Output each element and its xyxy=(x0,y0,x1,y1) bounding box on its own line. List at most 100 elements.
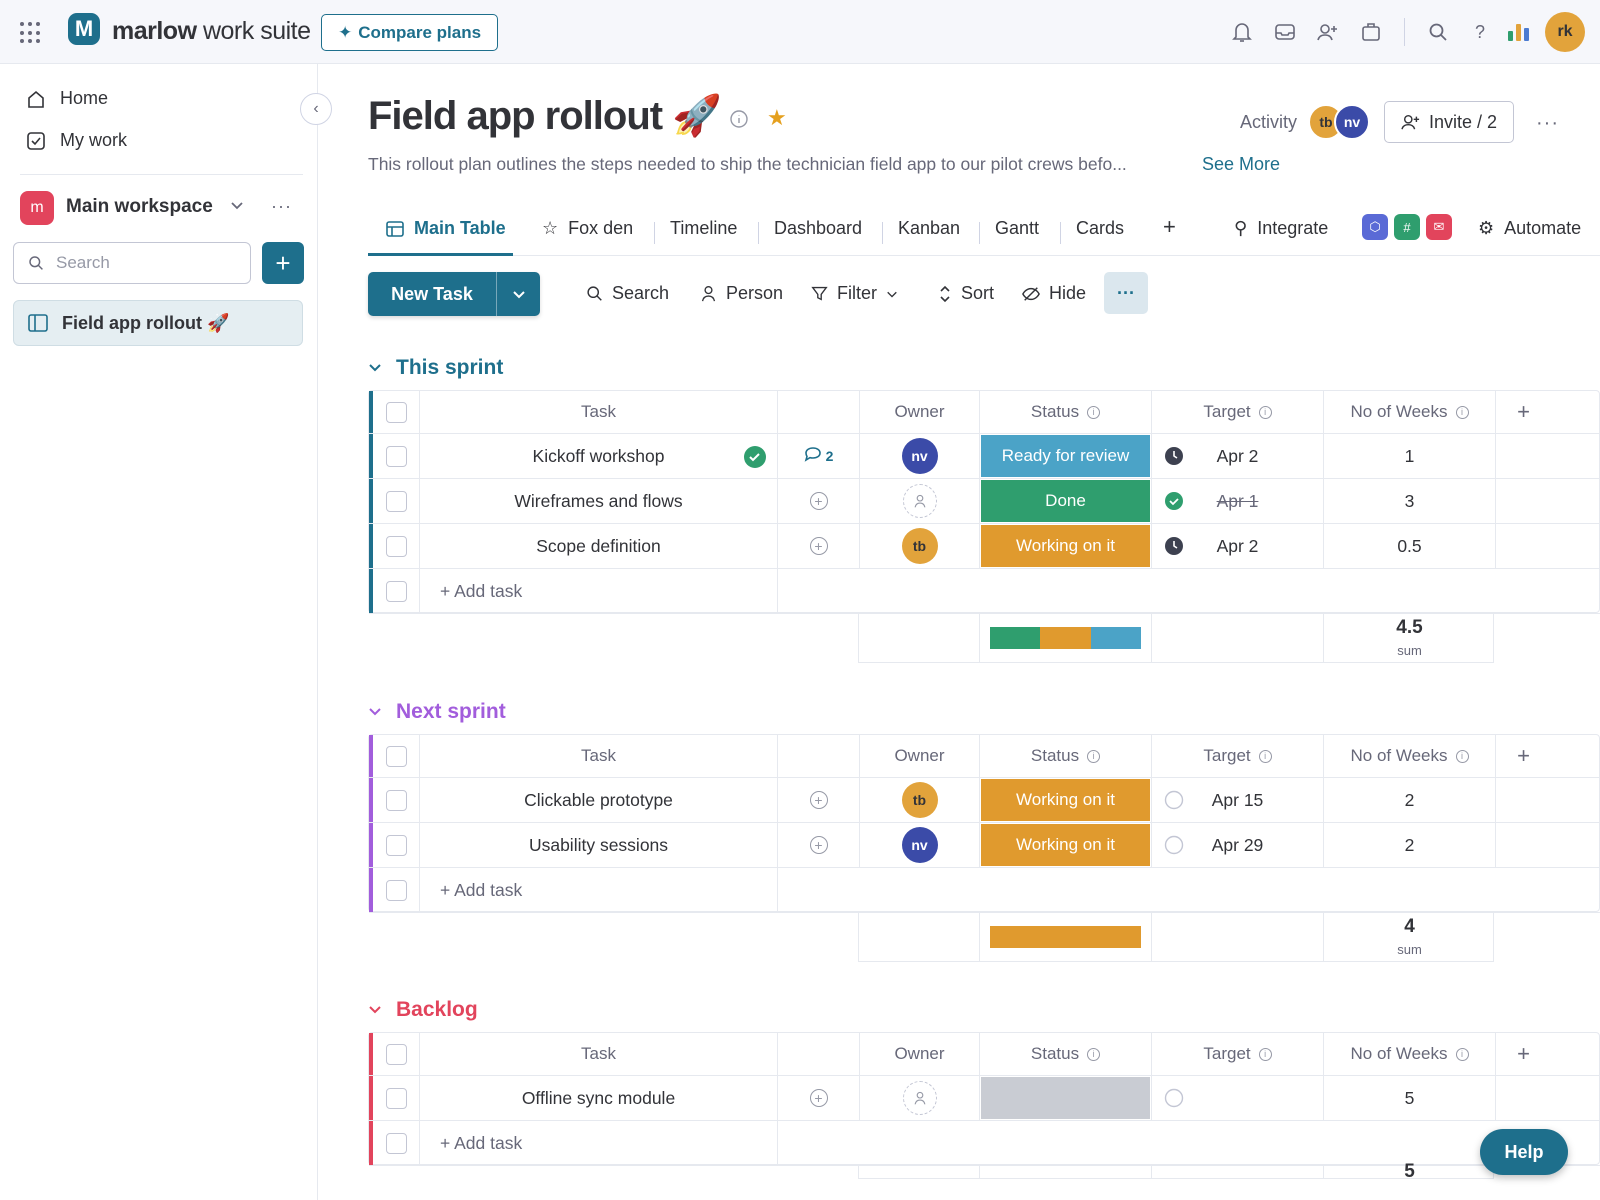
add-update-icon[interactable]: + xyxy=(809,836,828,854)
workspace-badge[interactable]: m xyxy=(20,191,54,225)
status-cell[interactable]: Working on it xyxy=(979,524,1151,568)
inbox-icon[interactable] xyxy=(1273,20,1297,44)
apps-icon[interactable] xyxy=(1359,20,1383,44)
tab-timeline[interactable]: Timeline xyxy=(670,218,738,238)
workspace-more-icon[interactable]: ··· xyxy=(271,196,292,216)
tab-main-table[interactable]: Main Table xyxy=(386,218,506,239)
row-checkbox-cell[interactable] xyxy=(373,524,419,568)
automate-button[interactable]: ⚙ Automate xyxy=(1478,218,1582,238)
target-cell[interactable] xyxy=(1151,1076,1323,1120)
avatar[interactable]: tb xyxy=(901,782,938,818)
chevron-down-icon[interactable] xyxy=(230,198,244,217)
tab-kanban[interactable]: Kanban xyxy=(898,218,961,238)
group-name[interactable]: Backlog xyxy=(396,998,478,1021)
sort-button[interactable]: Sort xyxy=(938,283,994,304)
column-header-target[interactable]: Target i xyxy=(1151,735,1323,777)
add-task-row[interactable]: + Add task xyxy=(369,1121,1600,1166)
task-cell[interactable]: Wireframes and flows xyxy=(419,479,777,523)
add-column-button[interactable]: + xyxy=(1495,1033,1551,1075)
sidebar-item-home[interactable]: Home xyxy=(26,88,108,109)
board-title[interactable]: Field app rollout 🚀 xyxy=(368,94,722,138)
info-icon[interactable]: i xyxy=(1087,1047,1101,1061)
apps-chart-icon[interactable] xyxy=(1507,20,1531,44)
checkbox[interactable] xyxy=(385,445,407,467)
bell-icon[interactable] xyxy=(1230,20,1254,44)
task-name[interactable]: Kickoff workshop xyxy=(532,445,665,466)
column-header-target[interactable]: Target i xyxy=(1151,391,1323,433)
new-task-button[interactable]: New Task xyxy=(368,272,540,316)
help-icon[interactable]: ? xyxy=(1474,21,1485,42)
status-cell[interactable]: Working on it xyxy=(979,823,1151,867)
weeks-cell[interactable]: 0.5 xyxy=(1323,524,1495,568)
checkbox[interactable] xyxy=(385,879,407,901)
table-row[interactable]: Kickoff workshop 2 nv Ready for review Apr 2… xyxy=(369,434,1600,479)
target-cell[interactable]: Apr 1 xyxy=(1151,479,1323,523)
add-task-row[interactable]: + Add task xyxy=(369,868,1600,913)
info-icon[interactable] xyxy=(729,109,749,134)
search-icon[interactable] xyxy=(1426,20,1450,44)
hide-button[interactable]: Hide xyxy=(1022,283,1086,304)
updates-cell[interactable]: + xyxy=(777,778,859,822)
weeks-cell[interactable]: 1 xyxy=(1323,434,1495,478)
search-button[interactable]: Search xyxy=(586,283,669,304)
sidebar-item-board[interactable]: Field app rollout 🚀 xyxy=(13,300,303,346)
integration-app-icon[interactable]: # xyxy=(1394,214,1420,240)
status-cell[interactable]: Working on it xyxy=(979,778,1151,822)
select-all-checkbox[interactable] xyxy=(373,391,419,433)
add-update-icon[interactable]: + xyxy=(809,492,828,510)
task-cell[interactable]: Offline sync module xyxy=(419,1076,777,1120)
user-avatar[interactable]: rk xyxy=(1545,12,1585,52)
row-checkbox-cell[interactable] xyxy=(373,569,419,613)
group-header[interactable]: Next sprint xyxy=(368,700,506,724)
owner-cell[interactable]: nv xyxy=(859,434,979,478)
info-icon[interactable]: i xyxy=(1258,749,1272,763)
group-header[interactable]: This sprint xyxy=(368,356,503,380)
table-row[interactable]: Scope definition + tb Working on it Apr 2 0.5 xyxy=(369,524,1600,569)
row-checkbox-cell[interactable] xyxy=(373,1121,419,1165)
see-more-link[interactable]: See More xyxy=(1202,154,1281,174)
status-label[interactable]: Working on it xyxy=(981,779,1150,821)
add-column-button[interactable]: + xyxy=(1495,735,1551,777)
updates-cell[interactable]: + xyxy=(777,1076,859,1120)
status-label[interactable]: Working on it xyxy=(981,525,1150,567)
info-icon[interactable]: i xyxy=(1087,749,1101,763)
owner-cell[interactable]: nv xyxy=(859,823,979,867)
info-icon[interactable]: i xyxy=(1455,1047,1469,1061)
sidebar-item-my-work[interactable]: My work xyxy=(26,130,127,151)
logo-icon[interactable]: M xyxy=(68,13,100,45)
checkbox[interactable] xyxy=(385,789,407,811)
target-cell[interactable]: Apr 2 xyxy=(1151,524,1323,568)
info-icon[interactable]: i xyxy=(1455,749,1469,763)
table-row[interactable]: Wireframes and flows + Done Apr 1 3 xyxy=(369,479,1600,524)
status-label[interactable]: Ready for review xyxy=(981,435,1150,477)
weeks-cell[interactable]: 3 xyxy=(1323,479,1495,523)
invite-members-icon[interactable] xyxy=(1316,20,1340,44)
toolbar-more-button[interactable]: ··· xyxy=(1104,272,1148,314)
collapse-sidebar-button[interactable]: ‹ xyxy=(300,93,332,125)
column-header-weeks[interactable]: No of Weeks i xyxy=(1323,391,1495,433)
owner-cell[interactable] xyxy=(859,479,979,523)
column-header-owner[interactable]: Owner xyxy=(859,735,979,777)
app-grid-icon[interactable] xyxy=(20,22,42,44)
row-checkbox-cell[interactable] xyxy=(373,434,419,478)
updates-cell[interactable]: + xyxy=(777,524,859,568)
table-row[interactable]: Usability sessions + nv Working on it Apr 29… xyxy=(369,823,1600,868)
filter-button[interactable]: Filter xyxy=(811,283,898,304)
table-row[interactable]: Offline sync module +5 xyxy=(369,1076,1600,1121)
avatar[interactable]: tb xyxy=(901,528,938,564)
status-label[interactable]: Done xyxy=(981,480,1150,522)
add-update-icon[interactable]: + xyxy=(809,537,828,555)
task-name[interactable]: Wireframes and flows xyxy=(514,490,683,511)
column-header-task[interactable]: Task xyxy=(419,391,777,433)
column-header-weeks[interactable]: No of Weeks i xyxy=(1323,735,1495,777)
info-icon[interactable]: i xyxy=(1455,405,1469,419)
add-task-input[interactable]: + Add task xyxy=(419,1121,777,1165)
workspace-name[interactable]: Main workspace xyxy=(66,196,213,217)
add-item-button[interactable]: + xyxy=(262,242,304,284)
chevron-down-icon[interactable] xyxy=(368,700,382,724)
task-name[interactable]: Scope definition xyxy=(536,535,661,556)
checkbox[interactable] xyxy=(385,490,407,512)
task-cell[interactable]: Scope definition xyxy=(419,524,777,568)
task-cell[interactable]: Clickable prototype xyxy=(419,778,777,822)
column-header-target[interactable]: Target i xyxy=(1151,1033,1323,1075)
